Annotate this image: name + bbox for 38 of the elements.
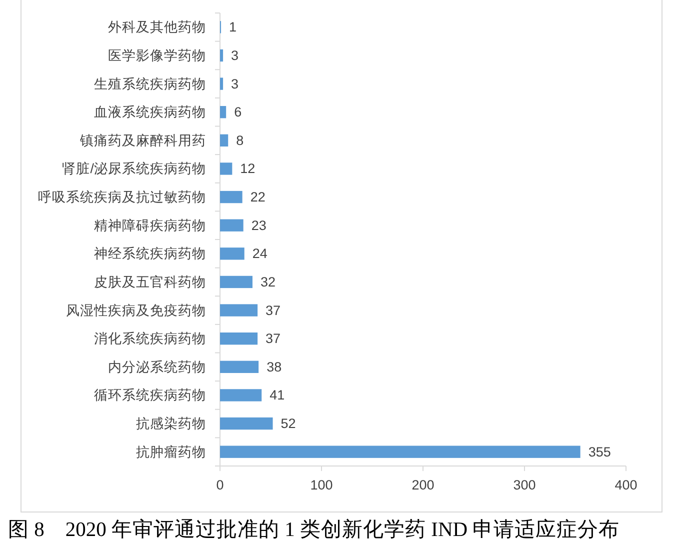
data-label: 23 — [251, 218, 266, 233]
x-tick-label: 0 — [216, 478, 224, 492]
data-label: 32 — [260, 274, 276, 290]
x-tick-label: 300 — [513, 478, 536, 492]
y-tick-label: 内分泌系统药物 — [108, 359, 206, 374]
data-label: 22 — [250, 190, 266, 205]
y-tick-label: 抗肿瘤药物 — [136, 444, 206, 460]
y-tick-label: 抗感染药物 — [136, 416, 206, 432]
data-label: 3 — [231, 76, 239, 92]
data-label: 38 — [266, 359, 282, 374]
data-label: 8 — [236, 132, 244, 148]
y-tick-label: 消化系统疾病药物 — [94, 331, 206, 346]
y-tick-label: 循环系统疾病药物 — [94, 388, 206, 403]
y-tick-label: 医学影像学药物 — [108, 48, 206, 63]
data-label: 1 — [229, 20, 237, 35]
x-tick-label: 100 — [310, 478, 333, 492]
y-tick-label: 呼吸系统疾病及抗过敏药物 — [38, 190, 206, 205]
y-tick-label: 血液系统疾病药物 — [94, 104, 206, 120]
x-tick-label: 400 — [614, 478, 638, 492]
y-tick-label: 精神障碍疾病药物 — [94, 218, 206, 233]
data-label: 6 — [234, 104, 242, 120]
data-label: 3 — [231, 48, 239, 63]
y-tick-label: 神经系统疾病药物 — [94, 246, 206, 262]
y-tick-label: 风湿性疾病及免疫药物 — [66, 302, 206, 318]
data-label: 52 — [280, 416, 296, 432]
y-tick-label: 肾脏/泌尿系统疾病药物 — [62, 161, 206, 176]
y-tick-label: 皮肤及五官科药物 — [94, 274, 206, 290]
data-label: 12 — [240, 161, 256, 176]
data-label: 37 — [266, 302, 281, 318]
data-label: 24 — [252, 246, 268, 262]
data-label: 355 — [588, 444, 611, 460]
data-label: 37 — [266, 331, 281, 346]
y-tick-label: 外科及其他药物 — [108, 20, 206, 35]
text: 图 8 2020 年审评通过批准的 1 类创新化学药 IND 申请适应症分布 — [8, 518, 620, 541]
x-tick-label: 200 — [412, 478, 434, 492]
y-tick-label: 镇痛药及麻醉科用药 — [79, 132, 206, 148]
y-tick-label: 生殖系统疾病药物 — [94, 76, 206, 92]
data-label: 41 — [270, 388, 285, 403]
